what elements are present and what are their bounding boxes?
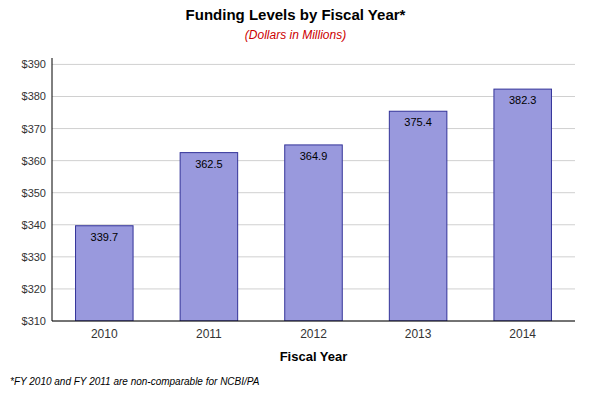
- grid-line: [52, 64, 575, 65]
- bar: [76, 226, 134, 321]
- grid: [52, 64, 575, 321]
- bars: [76, 89, 552, 321]
- x-tick-label: 2013: [405, 327, 432, 341]
- bar: [285, 145, 343, 321]
- y-axis-line: [52, 58, 53, 321]
- x-tick-label: 2014: [509, 327, 536, 341]
- y-tick-label: $360: [22, 155, 46, 167]
- y-tick-label: $390: [22, 58, 46, 70]
- data-label: 362.5: [195, 158, 223, 170]
- x-tick-label: 2011: [196, 327, 222, 341]
- chart-container: Funding Levels by Fiscal Year* (Dollars i…: [0, 0, 591, 393]
- data-label: 375.4: [404, 116, 432, 128]
- chart-svg: Funding Levels by Fiscal Year* (Dollars i…: [0, 0, 591, 393]
- bar: [389, 111, 447, 321]
- x-axis-line: [52, 321, 575, 322]
- data-label: 382.3: [509, 94, 537, 106]
- x-tick-label: 2010: [91, 327, 118, 341]
- subtitle: (Dollars in Millions): [245, 28, 346, 42]
- title: Funding Levels by Fiscal Year*: [186, 6, 406, 23]
- y-tick-label: $320: [22, 283, 46, 295]
- y-tick-label: $350: [22, 187, 46, 199]
- grid-line: [52, 321, 575, 322]
- data-labels: 339.7 362.5 364.9 375.4 382.3: [91, 94, 537, 243]
- footnote: *FY 2010 and FY 2011 are non-comparable …: [10, 376, 260, 387]
- bar: [180, 153, 238, 321]
- y-tick-label: $370: [22, 123, 46, 135]
- y-tick-label: $340: [22, 219, 46, 231]
- x-tick-label: 2012: [300, 327, 327, 341]
- bar: [494, 89, 552, 321]
- y-tick-label: $380: [22, 90, 46, 102]
- y-tick-label: $330: [22, 251, 46, 263]
- data-label: 339.7: [91, 231, 119, 243]
- x-axis-label: Fiscal Year: [280, 349, 348, 364]
- y-tick-label: $310: [22, 315, 46, 327]
- data-label: 364.9: [300, 150, 328, 162]
